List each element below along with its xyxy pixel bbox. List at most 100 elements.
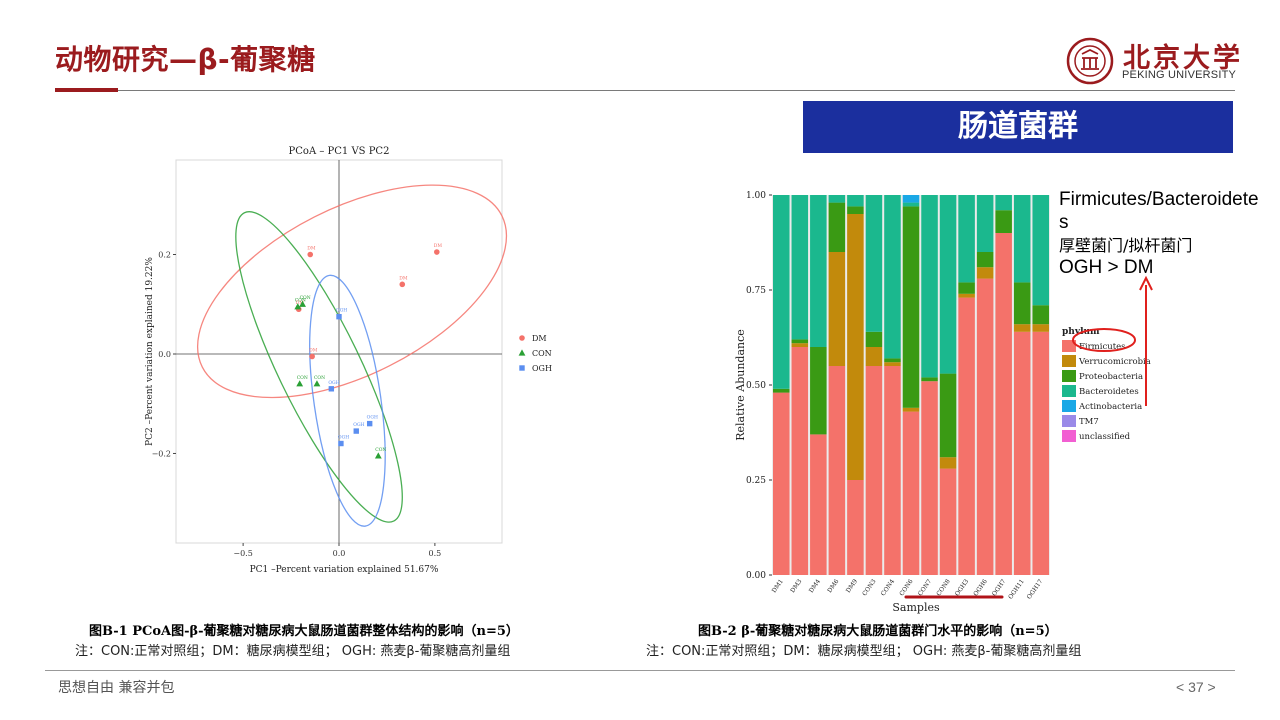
bar-y-tick-label: 0.00 (746, 571, 766, 581)
bar-legend-label: TM7 (1079, 417, 1099, 427)
bar-x-tick-label: CON4 (880, 578, 896, 597)
header-rule (55, 90, 1235, 91)
ratio-note-line2: s (1059, 212, 1069, 233)
pcoa-point-label: DM (307, 246, 316, 252)
pcoa-point-ogh (336, 313, 342, 320)
bar-segment-proteobacteria (828, 202, 846, 252)
bar-segment-bacteroidetes (921, 195, 938, 378)
bar-segment-verrucomicrobia (1013, 324, 1031, 332)
pcoa-point-label: DM (399, 275, 408, 281)
bar-segment-firmicutes (1013, 331, 1031, 575)
bar-segment-proteobacteria (773, 388, 790, 393)
pcoa-point-dm (307, 251, 314, 258)
pcoa-legend-marker-con (518, 349, 526, 356)
bar-legend-label: Proteobacteria (1079, 372, 1143, 382)
bar-legend-label: Firmicutes (1079, 342, 1126, 352)
pcoa-point-label: CON (297, 375, 308, 381)
bar-segment-verrucomicrobia (1032, 324, 1049, 332)
bar-x-tick-label: DM3 (789, 578, 803, 594)
logo-subtitle: PEKING UNIVERSITY (1122, 69, 1237, 81)
bar-segment-proteobacteria (791, 339, 809, 344)
pcoa-point-label: DM (434, 243, 443, 249)
pcoa-chart: PCoA – PC1 VS PC2 −0.5 0.0 0.5 −0.2 0.0 0.2 PC1… (145, 146, 552, 575)
ratio-note-line4: OGH > DM (1059, 257, 1154, 278)
bar-segment-proteobacteria (865, 331, 883, 347)
right-figure-note: 注：CON:正常对照组；DM：糖尿病模型组； OGH: 燕麦β-葡聚糖高剂量组 (646, 644, 1082, 659)
bar-segment-bacteroidetes (976, 195, 994, 252)
bar-segment-proteobacteria (958, 282, 975, 294)
bar-x-tick-label: OGH6 (972, 578, 989, 598)
pcoa-point-label: OGH (336, 308, 347, 314)
bar-segment-bacteroidetes (902, 202, 920, 207)
bar-segment-verrucomicrobia (847, 214, 864, 480)
page-number: < 37 > (1176, 679, 1216, 695)
pcoa-ellipse-ogh (309, 274, 386, 527)
bar-x-tick-label: OGH17 (1026, 578, 1045, 601)
bar-legend-swatch-tm7 (1062, 415, 1076, 427)
pcoa-y-tick-label: −0.2 (152, 449, 171, 458)
bar-x-tick-label: CON3 (861, 578, 877, 597)
bar-y-tick-label: 1.00 (746, 191, 766, 201)
bar-legend-label: unclassified (1079, 432, 1131, 442)
pcoa-legend-label: DM (532, 334, 547, 343)
bar-x-tick-label: DM1 (771, 578, 785, 594)
section-banner: 肠道菌群 (803, 101, 1233, 153)
bar-segment-firmicutes (995, 233, 1012, 575)
bar-segment-proteobacteria (976, 252, 994, 268)
pcoa-point-ogh (366, 420, 373, 427)
bar-legend-label: Bacteroidetes (1079, 387, 1139, 397)
bar-segment-bacteroidetes (810, 195, 827, 347)
pcoa-point-label: DM (309, 347, 318, 353)
bar-segment-bacteroidetes (995, 195, 1012, 211)
pcoa-legend-label: OGH (532, 364, 552, 373)
bar-legend-swatch-unclassified (1062, 430, 1076, 442)
pcoa-point-con (299, 300, 306, 307)
pcoa-point-ogh (328, 386, 335, 392)
pcoa-point-dm (309, 353, 315, 360)
bar-segment-verrucomicrobia (939, 457, 957, 469)
pcoa-point-ogh (338, 440, 344, 447)
bar-segment-bacteroidetes (847, 195, 864, 207)
pcoa-point-label: OGH (338, 435, 349, 441)
pcoa-ellipse-dm (196, 184, 508, 399)
pcoa-point-label: OGH (328, 380, 339, 386)
bar-segment-bacteroidetes (1013, 195, 1031, 283)
bar-segment-actinobacteria (902, 195, 920, 203)
pcoa-point-label: OGH (353, 422, 364, 428)
ratio-note-line1: Firmicutes/Bacteroidete (1059, 189, 1259, 210)
bar-segment-firmicutes (810, 434, 827, 575)
pcoa-y-tick-label: 0.2 (158, 251, 171, 260)
bar-segment-firmicutes (1032, 331, 1049, 575)
bar-segment-bacteroidetes (791, 195, 809, 340)
bar-segment-firmicutes (976, 278, 994, 575)
footer-motto: 思想自由 兼容并包 (58, 680, 175, 696)
bar-x-tick-label: DM9 (845, 578, 859, 594)
pcoa-point-label: DM (296, 300, 305, 306)
bar-segment-bacteroidetes (958, 195, 975, 283)
bar-segment-proteobacteria (921, 377, 938, 382)
bar-segment-firmicutes (828, 366, 846, 575)
bar-segment-firmicutes (865, 366, 883, 575)
bar-segment-firmicutes (939, 468, 957, 575)
pcoa-legend-label: CON (532, 349, 552, 358)
bar-segment-verrucomicrobia (791, 343, 809, 347)
pcoa-x-tick-label: 0.5 (429, 549, 442, 558)
pcoa-legend-marker-ogh (519, 365, 525, 371)
pcoa-x-tick-label: −0.5 (233, 549, 252, 558)
bar-segment-proteobacteria (884, 358, 901, 363)
bar-segment-verrucomicrobia (958, 293, 975, 298)
left-figure-note: 注：CON:正常对照组；DM：糖尿病模型组； OGH: 燕麦β-葡聚糖高剂量组 (75, 644, 511, 659)
bar-legend-swatch-actinobacteria (1062, 400, 1076, 412)
footer-rule (45, 670, 1235, 671)
bar-x-tick-label: DM6 (826, 578, 840, 594)
university-logo: 北京大学 PEKING UNIVERSITY (1065, 36, 1240, 86)
pcoa-point-con (296, 380, 304, 387)
pcoa-y-axis-label: PC2 –Percent variation explained 19.22% (145, 257, 155, 446)
pcoa-point-label: CON (300, 295, 311, 301)
bar-segment-verrucomicrobia (884, 362, 901, 366)
bar-segment-verrucomicrobia (976, 267, 994, 279)
pcoa-point-label: CON (375, 447, 386, 453)
bar-segment-bacteroidetes (884, 195, 901, 359)
bar-x-tick-label: CON6 (898, 578, 914, 597)
